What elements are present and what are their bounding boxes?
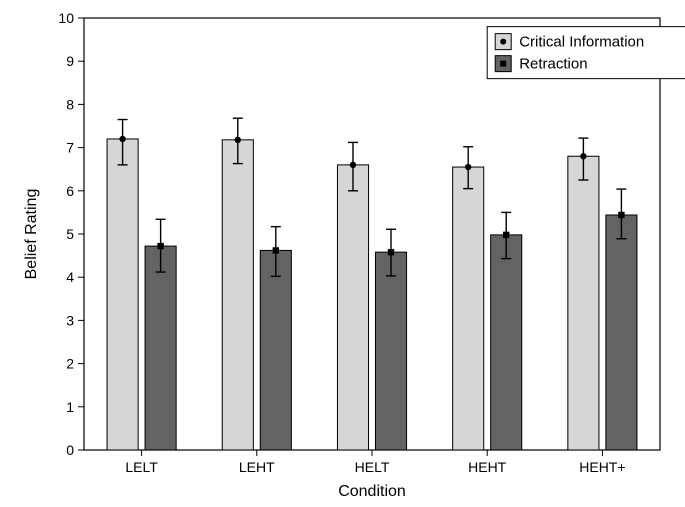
legend: Critical Information Retraction (487, 27, 685, 79)
bar (107, 139, 138, 450)
x-tick-label: LELT (125, 459, 158, 475)
bar (260, 250, 291, 450)
svg-text:1: 1 (66, 399, 74, 415)
bar (491, 235, 522, 450)
bar (375, 252, 406, 450)
bar (606, 215, 637, 450)
chart-svg: 0 1 2 3 4 5 6 7 8 9 10 LELT LEHT HELT HEHT HEHT+ Belief … (0, 0, 685, 507)
bar (222, 140, 253, 450)
svg-text:7: 7 (66, 140, 74, 156)
legend-label: Retraction (519, 56, 587, 73)
belief-rating-chart: 0 1 2 3 4 5 6 7 8 9 10 LELT LEHT HELT HEHT HEHT+ Belief … (0, 0, 685, 507)
svg-text:2: 2 (66, 356, 74, 372)
bar (568, 156, 599, 450)
y-axis-label: Belief Rating (23, 189, 40, 280)
bar (453, 167, 484, 450)
x-tick-label: HEHT+ (579, 459, 625, 475)
x-tick-label: HEHT (468, 459, 507, 475)
x-tick-label: HELT (355, 459, 390, 475)
bar (145, 246, 176, 450)
svg-text:6: 6 (66, 183, 74, 199)
x-tick-label: LEHT (239, 459, 275, 475)
svg-text:9: 9 (66, 53, 74, 69)
svg-text:3: 3 (66, 312, 74, 328)
x-axis-label: Condition (338, 483, 406, 500)
bar (337, 165, 368, 450)
svg-text:5: 5 (66, 226, 74, 242)
legend-label: Critical Information (519, 34, 644, 51)
svg-text:8: 8 (66, 96, 74, 112)
svg-text:10: 10 (58, 10, 74, 26)
svg-text:4: 4 (66, 269, 74, 285)
svg-text:0: 0 (66, 442, 74, 458)
